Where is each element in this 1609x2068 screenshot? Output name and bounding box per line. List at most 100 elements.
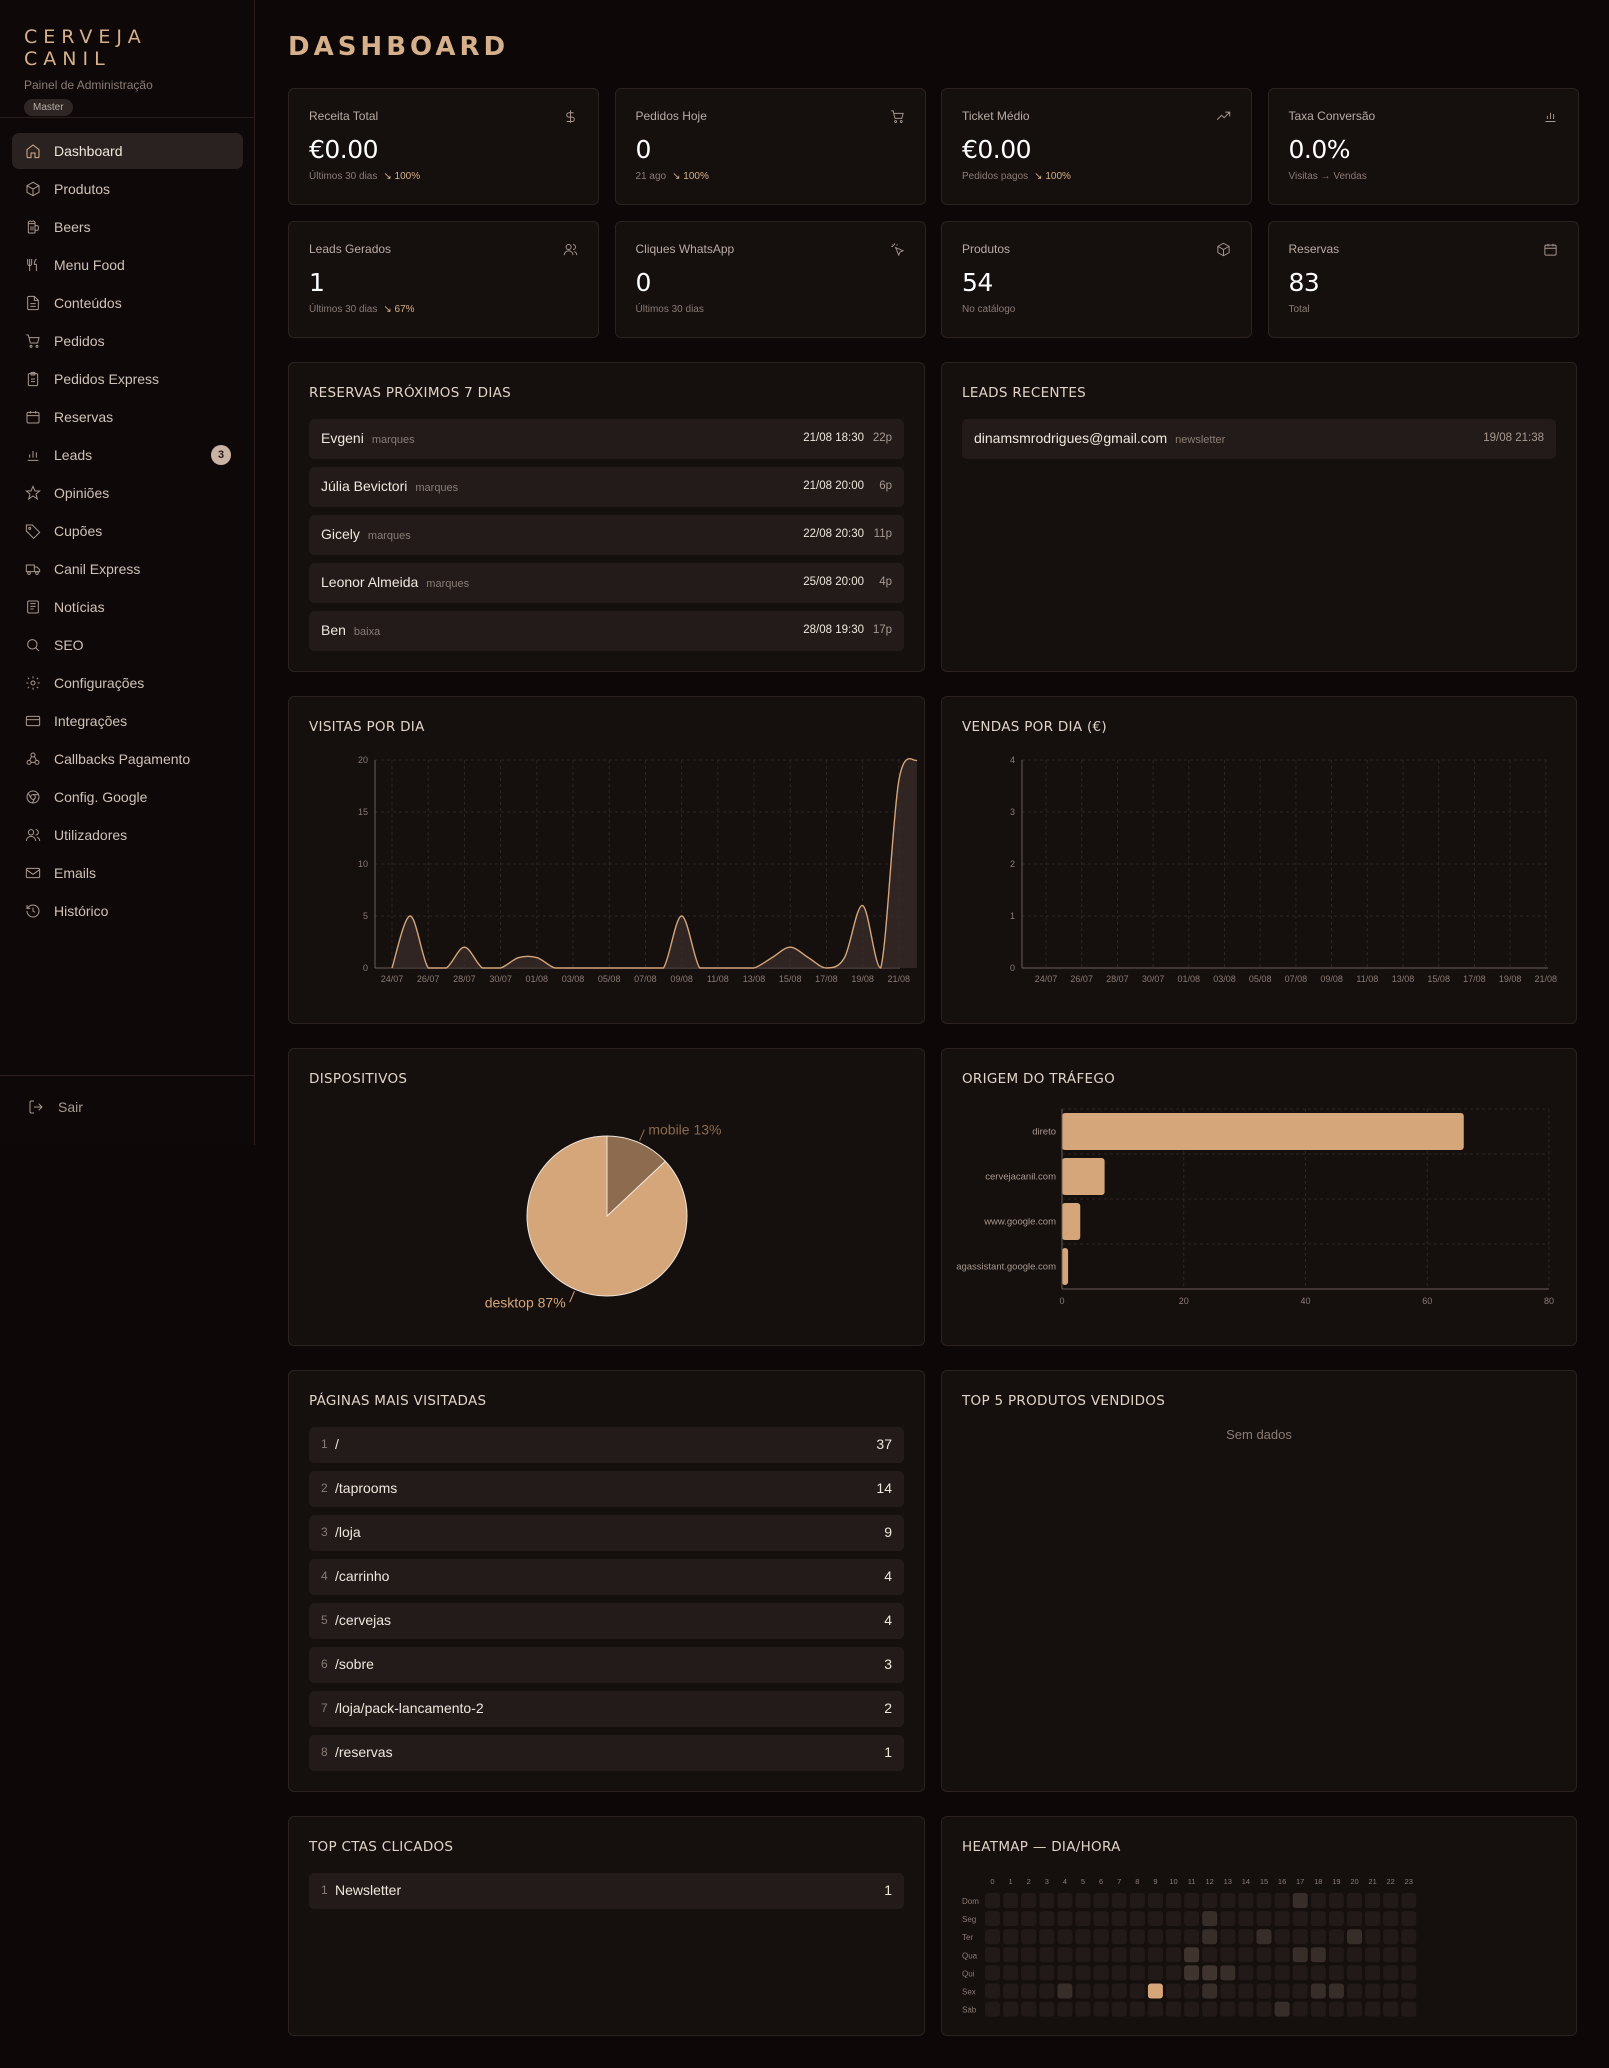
truck-icon [25,564,41,575]
stat-label: Leads Gerados [309,242,392,256]
page-path: /loja [335,1524,361,1540]
sidebar-item-leads[interactable]: Leads 3 [12,437,243,473]
heatmap-cell [1274,1929,1290,1945]
heatmap-cell [1075,1929,1091,1945]
page-rank: 7 [321,1701,328,1715]
hour-label: 14 [1242,1877,1250,1886]
heatmap-cell [1184,1911,1200,1927]
reservation-row[interactable]: Ben baixa 28/08 19:30 17p [309,611,904,651]
reservation-row[interactable]: Júlia Bevictori marques 21/08 20:00 6p [309,467,904,507]
sidebar-item-canil-express[interactable]: Canil Express [12,551,243,587]
heatmap-cell [1310,1947,1326,1963]
page-row[interactable]: 6/sobre 3 [309,1647,904,1683]
reservation-row[interactable]: Gicely marques 22/08 20:30 11p [309,515,904,555]
heatmap-cell [1202,1965,1218,1981]
reservation-row[interactable]: Evgeni marques 21/08 18:30 22p [309,419,904,459]
sidebar-item-label: Pedidos Express [54,371,160,387]
x-tick-label: 13/08 [743,974,766,984]
x-tick-label: 11/08 [1356,974,1378,984]
hour-label: 21 [1368,1877,1376,1886]
hour-label: 20 [1350,1877,1358,1886]
heatmap-cell [1075,1947,1091,1963]
pie-label-line [569,1291,575,1303]
sidebar-item-opinioes[interactable]: Opiniões [12,475,243,511]
sidebar-item-seo[interactable]: SEO [12,627,243,663]
page-row[interactable]: 2/taprooms 14 [309,1471,904,1507]
sidebar-item-reservas[interactable]: Reservas [12,399,243,435]
page-row[interactable]: 8/reservas 1 [309,1735,904,1771]
sidebar-item-historico[interactable]: Histórico [12,893,243,929]
stat-value: €0.00 [309,135,379,164]
heatmap-cell [1365,1911,1381,1927]
sidebar-item-menu-food[interactable]: Menu Food [12,247,243,283]
sidebar-item-utilizadores[interactable]: Utilizadores [12,817,243,853]
heatmap-cell [1003,1965,1019,1981]
x-tick-label: 26/07 [1070,974,1093,984]
sidebar-item-emails[interactable]: Emails [12,855,243,891]
click-icon [890,243,904,257]
y-tick-label: 1 [1010,911,1015,921]
heatmap-cell [985,1911,1000,1927]
pie-label-desktop: desktop 87% [485,1294,566,1310]
stat-card: Taxa Conversão 0.0% Visitas → Vendas [1267,88,1579,205]
stat-subtext: Visitas → Vendas [1289,171,1367,182]
sidebar-item-pedidos-express[interactable]: Pedidos Express [12,361,243,397]
stat-card: Produtos 54 No catálogo [941,221,1252,338]
sidebar-item-produtos[interactable]: Produtos [12,171,243,207]
sidebar-item-noticias[interactable]: Notícias [12,589,243,625]
reservation-row[interactable]: Leonor Almeida marques 25/08 20:00 4p [309,563,904,603]
stat-card: Leads Gerados 1 Últimos 30 dias ↘ 67% [288,221,599,338]
lead-row[interactable]: dinamsmrodrigues@gmail.com newsletter 19/0… [962,419,1556,459]
sidebar-item-configuracoes[interactable]: Configurações [12,665,243,701]
sales-chart-panel: VENDAS POR DIA (€) 0 1 2 3 4 24/07 26/07 28/07 3… [941,696,1577,1024]
traffic-bar-chart: 0 20 40 60 80 direto cervejacanil.com www.googl… [956,1108,1554,1306]
page-row[interactable]: 4/carrinho 4 [309,1559,904,1595]
sidebar-item-callbacks-pagamento[interactable]: Callbacks Pagamento [12,741,243,777]
page-row[interactable]: 1 / 37 [309,1427,904,1463]
page-row[interactable]: 3/loja 9 [309,1515,904,1551]
sidebar-item-label: Callbacks Pagamento [54,751,191,767]
heatmap-cell [1003,2001,1019,2017]
hour-label: 19 [1332,1877,1340,1886]
heatmap-cell [1383,1893,1399,1908]
pie-label-line [639,1129,645,1141]
reservation-name: Júlia Bevictori [321,478,408,494]
sidebar-divider [0,1075,254,1076]
sidebar-item-cupoes[interactable]: Cupões [12,513,243,549]
sidebar-item-dashboard[interactable]: Dashboard [12,133,243,169]
heatmap-cell [1075,1983,1091,1999]
x-tick-label: 05/08 [598,974,621,984]
sidebar-item-pedidos[interactable]: Pedidos [12,323,243,359]
sidebar-item-integracoes[interactable]: Integrações [12,703,243,739]
sales-chart-title: VENDAS POR DIA (€) [962,719,1107,735]
devices-panel: DISPOSITIVOS desktop 87% mobile 13% [288,1048,925,1346]
sidebar: CERVEJA CANIL Painel de Administração Ma… [0,0,255,1145]
page-row[interactable]: 5/cervejas 4 [309,1603,904,1639]
x-tick-label: 28/07 [453,974,476,984]
page-path: /loja/pack-lancamento-2 [335,1700,484,1716]
page-rank: 8 [321,1745,328,1759]
heatmap-cell [1184,1965,1200,1981]
heatmap-cell [1220,1893,1236,1908]
page-row[interactable]: 7/loja/pack-lancamento-2 2 [309,1691,904,1727]
heatmap-cell [1147,1965,1163,1981]
logout-button[interactable]: Sair [28,1099,83,1115]
sidebar-item-config-google[interactable]: Config. Google [12,779,243,815]
box-icon [1217,242,1230,257]
heatmap-cell [1328,1965,1344,1981]
stat-sub-label: Últimos 30 dias [309,171,378,182]
heatmap-cell [1057,1983,1073,1999]
sidebar-item-beers[interactable]: Beers [12,209,243,245]
stat-label: Reservas [1288,242,1340,256]
heatmap-cell [1129,1983,1145,1999]
hour-label: 4 [1063,1877,1067,1886]
x-tick-label: 05/08 [1249,974,1272,984]
day-label: Qua [962,1951,978,1960]
sidebar-item-label: SEO [54,637,84,653]
traffic-panel: ORIGEM DO TRÁFEGO 0 20 40 60 80 direto cerveja… [941,1048,1577,1346]
heatmap-cell [985,1965,1000,1981]
cta-row[interactable]: 1 Newsletter 1 [309,1873,904,1909]
page-rank: 3 [321,1525,328,1539]
sidebar-item-conteudos[interactable]: Conteúdos [12,285,243,321]
x-tick-label: 01/08 [526,974,549,984]
